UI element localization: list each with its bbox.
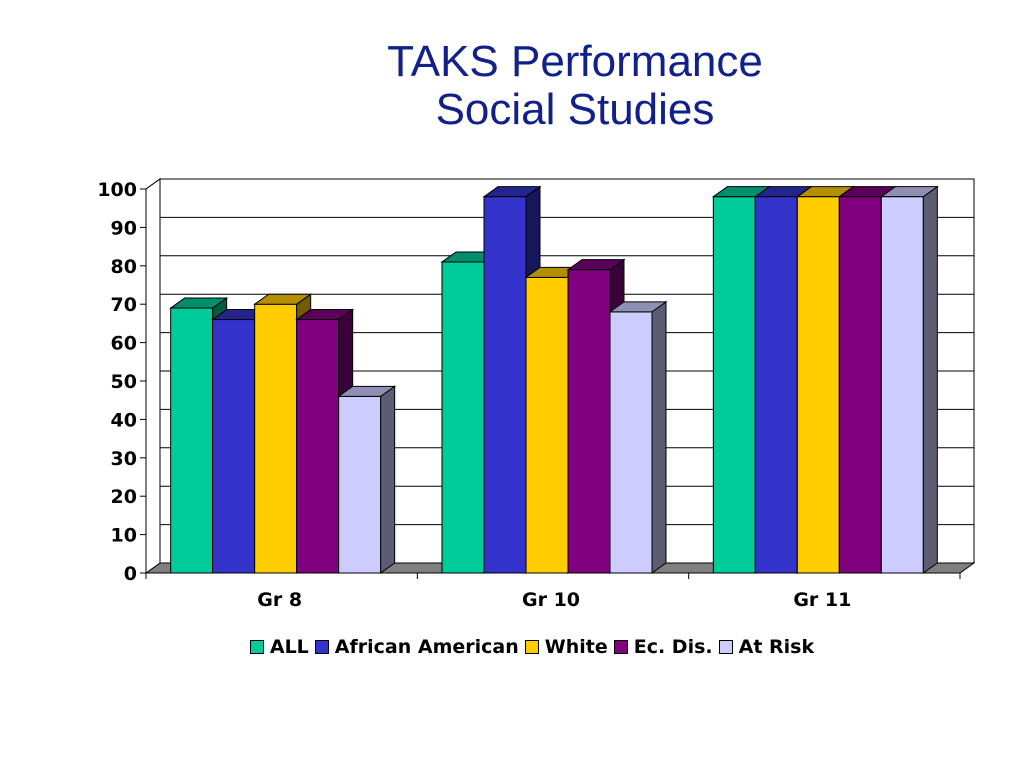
y-tick-label: 50: [111, 371, 137, 393]
bar-top: [482, 186, 542, 198]
bar-top: [295, 309, 355, 321]
bar-front: [796, 196, 840, 574]
bar-front: [838, 196, 882, 574]
bar-top: [253, 293, 313, 305]
y-tick-label: 30: [111, 448, 137, 470]
bar-top: [337, 385, 397, 397]
x-category-label: Gr 11: [793, 589, 851, 611]
y-tick-label: 70: [111, 294, 137, 316]
y-tick-label: 40: [111, 409, 137, 431]
x-category-label: Gr 8: [257, 589, 302, 611]
y-tick-label: 60: [111, 333, 137, 355]
legend-label: ALL: [269, 636, 309, 658]
legend-item: Ec. Dis.: [613, 636, 713, 658]
bar-front: [567, 269, 611, 574]
legend-swatch: [249, 640, 264, 654]
legend-label: White: [544, 636, 608, 658]
legend-item: ALL: [249, 636, 309, 658]
bar-top: [169, 297, 229, 309]
bar-front: [712, 196, 756, 574]
bar-side: [651, 300, 667, 574]
bar-side: [380, 385, 396, 574]
y-tick-label: 10: [111, 525, 137, 547]
legend-swatch: [718, 640, 733, 654]
y-tick-label: 100: [97, 179, 137, 201]
bar-top: [879, 186, 939, 198]
bar-front: [525, 276, 569, 574]
bar-front: [754, 196, 798, 574]
bar-front: [609, 311, 653, 574]
chart-left-wall: [145, 178, 161, 574]
y-tick-label: 20: [111, 486, 137, 508]
title-line-2: Social Studies: [435, 85, 715, 134]
chart-legend: ALL African American White Ec. Dis. At Risk: [0, 636, 1024, 658]
bar: [879, 185, 939, 574]
bar-front: [170, 307, 214, 574]
bar-front: [441, 261, 485, 574]
legend-swatch: [613, 640, 628, 654]
legend-item: African American: [314, 636, 519, 658]
chart-title: TAKS Performance Social Studies: [0, 38, 1024, 134]
title-line-1: TAKS Performance: [387, 37, 763, 86]
y-tick-label: 80: [111, 256, 137, 278]
legend-label: African American: [334, 636, 519, 658]
bar: [608, 300, 668, 574]
legend-swatch: [314, 640, 329, 654]
bar-front: [880, 196, 924, 574]
legend-label: At Risk: [738, 636, 815, 658]
bar-front: [212, 319, 256, 574]
bar-front: [254, 303, 298, 574]
legend-swatch: [524, 640, 539, 654]
legend-label: Ec. Dis.: [633, 636, 713, 658]
bar-top: [566, 259, 626, 271]
legend-item: At Risk: [718, 636, 815, 658]
bar-side: [922, 185, 938, 574]
bar-front: [296, 319, 340, 574]
legend-item: White: [524, 636, 608, 658]
bar-front: [483, 196, 527, 574]
bar: [337, 385, 397, 574]
y-tick-label: 0: [124, 563, 137, 585]
x-category-label: Gr 10: [522, 589, 580, 611]
bar-top: [608, 301, 668, 313]
bar-front: [338, 395, 382, 574]
y-tick-label: 90: [111, 217, 137, 239]
